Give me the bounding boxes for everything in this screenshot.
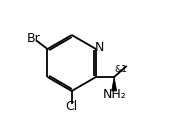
Text: &1: &1: [115, 65, 128, 74]
Text: NH₂: NH₂: [102, 88, 126, 101]
Text: Cl: Cl: [66, 100, 78, 113]
Text: N: N: [95, 41, 104, 54]
Polygon shape: [112, 77, 117, 91]
Text: Br: Br: [27, 32, 41, 45]
